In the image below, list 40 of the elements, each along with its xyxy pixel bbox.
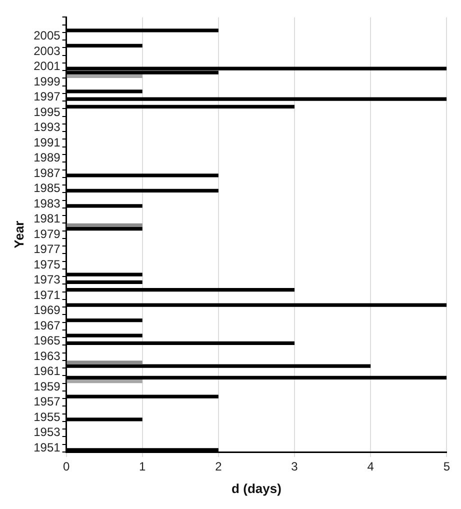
y-tick-label: 1973 bbox=[34, 272, 61, 287]
y-tick-label: 1957 bbox=[34, 394, 61, 409]
y-axis-title: Year bbox=[11, 220, 26, 248]
x-tick-label: 5 bbox=[443, 460, 450, 474]
y-tick-label: 1959 bbox=[34, 379, 61, 394]
y-tick-label: 1997 bbox=[34, 90, 61, 104]
bar bbox=[66, 360, 142, 364]
y-tick-label: 1953 bbox=[34, 425, 61, 440]
x-tick-label: 2 bbox=[215, 460, 222, 474]
x-tick-label: 4 bbox=[367, 460, 374, 474]
y-tick-label: 1991 bbox=[34, 135, 61, 150]
y-tick-label: 1965 bbox=[34, 334, 61, 348]
y-tick-label: 1969 bbox=[34, 303, 61, 318]
y-tick-label: 1989 bbox=[34, 150, 61, 165]
y-tick-label: 1963 bbox=[34, 348, 61, 363]
y-tick-label: 2003 bbox=[34, 44, 61, 58]
y-tick-label: 1967 bbox=[34, 318, 61, 332]
y-tick-label: 1975 bbox=[34, 257, 61, 272]
y-tick-label: 1995 bbox=[34, 104, 61, 119]
x-tick-label: 1 bbox=[139, 460, 146, 474]
y-tick-label: 1983 bbox=[34, 196, 61, 210]
y-tick-label: 2001 bbox=[34, 59, 61, 74]
bar bbox=[66, 74, 142, 78]
y-tick-label: 1987 bbox=[34, 166, 61, 180]
y-tick-label: 1999 bbox=[34, 74, 61, 88]
y-tick-label: 1979 bbox=[34, 226, 61, 241]
y-tick-label: 1993 bbox=[34, 120, 61, 134]
y-tick-label: 1955 bbox=[34, 410, 61, 424]
y-tick-label: 1985 bbox=[34, 181, 61, 196]
bar bbox=[66, 380, 142, 384]
y-tick-label: 1981 bbox=[34, 212, 61, 226]
x-tick-label: 3 bbox=[291, 460, 298, 474]
y-tick-label: 2005 bbox=[34, 28, 61, 43]
y-tick-label: 1971 bbox=[34, 288, 61, 302]
x-tick-label: 0 bbox=[62, 460, 70, 474]
bar bbox=[66, 223, 142, 227]
y-tick-label: 1961 bbox=[34, 364, 61, 378]
x-axis-title: d (days) bbox=[232, 480, 282, 496]
y-tick-label: 1977 bbox=[34, 242, 61, 256]
y-tick-label: 1951 bbox=[34, 440, 61, 454]
